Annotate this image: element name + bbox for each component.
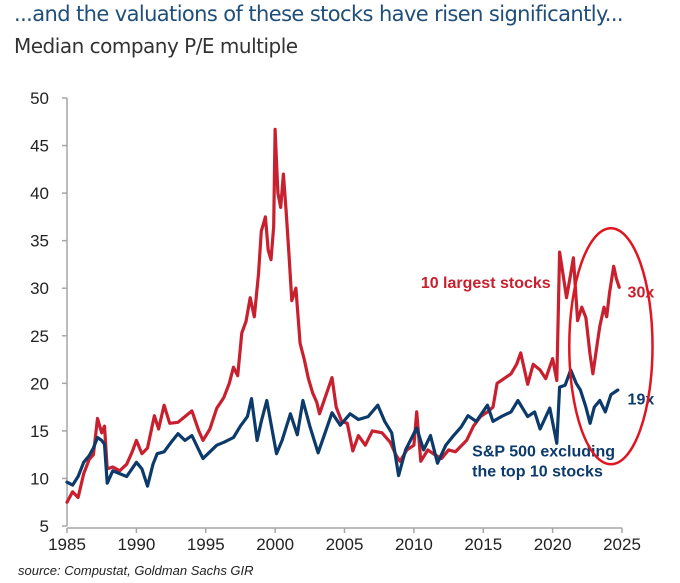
chart-title: ...and the valuations of these stocks ha…: [14, 2, 624, 26]
y-tick-label: 35: [30, 232, 49, 251]
x-tick-label: 1995: [187, 535, 225, 554]
annotation-label: the top 10 stocks: [472, 464, 603, 481]
x-tick-label: 2010: [395, 535, 433, 554]
y-tick-label: 50: [30, 89, 49, 108]
x-tick-label: 2000: [256, 535, 294, 554]
x-tick-label: 2025: [603, 535, 641, 554]
chart-subtitle: Median company P/E multiple: [14, 34, 298, 58]
y-tick-label: 5: [40, 517, 49, 536]
x-tick-label: 1990: [117, 535, 155, 554]
x-tick-label: 2005: [326, 535, 364, 554]
x-tick-label: 2020: [534, 535, 572, 554]
annotation-label: 10 largest stocks: [421, 275, 551, 292]
x-tick-label: 1985: [48, 535, 86, 554]
source-note: source: Compustat, Goldman Sachs GIR: [18, 563, 254, 578]
series-line-10-largest: [65, 127, 621, 504]
y-tick-label: 25: [30, 327, 49, 346]
highlight-ellipse: [568, 227, 654, 466]
y-tick-label: 10: [30, 469, 49, 488]
annotation-label: S&P 500 excluding: [472, 444, 615, 461]
y-tick-label: 40: [30, 184, 49, 203]
series-line-sp500-ex-top10: [65, 368, 620, 488]
x-tick-label: 2015: [464, 535, 502, 554]
y-tick-label: 30: [30, 279, 49, 298]
y-tick-label: 15: [30, 422, 49, 441]
series-lines: [65, 127, 621, 504]
y-tick-label: 45: [30, 137, 49, 156]
y-tick-label: 20: [30, 374, 49, 393]
